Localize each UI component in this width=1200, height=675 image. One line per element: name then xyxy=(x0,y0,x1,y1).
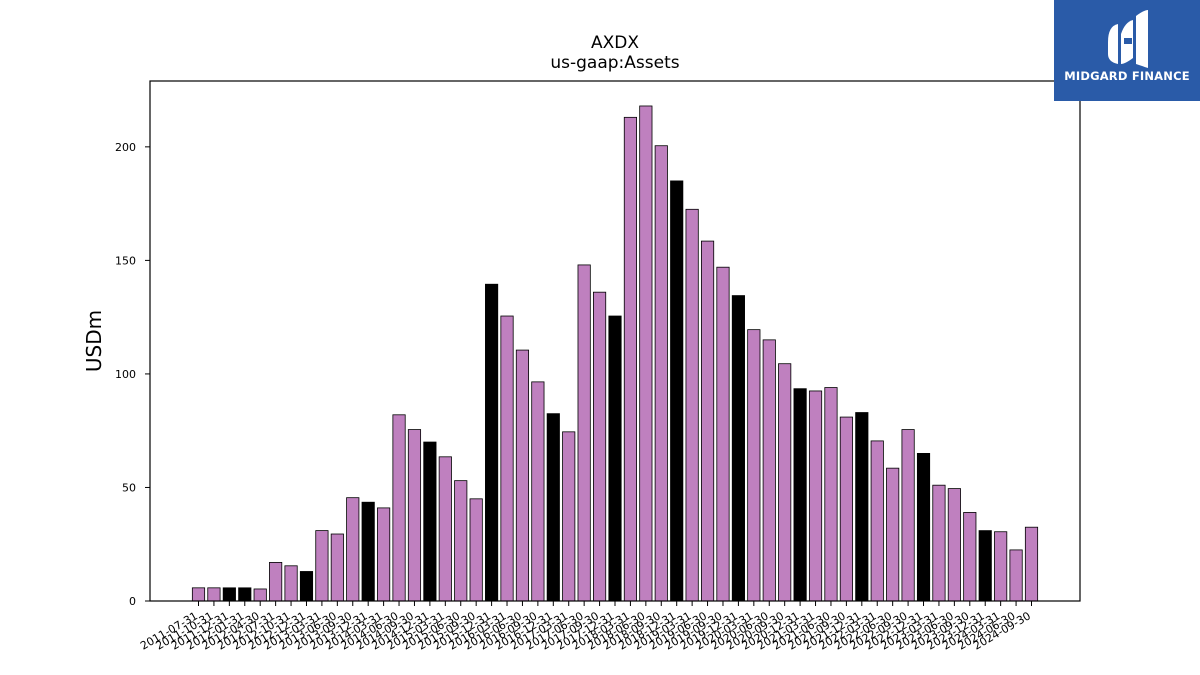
bar-2021-09-30 xyxy=(839,416,853,602)
bar-2023-03-31 xyxy=(932,484,946,602)
bar-2016-06-30 xyxy=(515,349,530,602)
bar-2024-03-31 xyxy=(994,531,1008,602)
bars-group xyxy=(191,105,1039,602)
bar-2015-06-30 xyxy=(454,480,468,602)
bar-2011-10-31 xyxy=(207,587,221,602)
y-tick-label: 100 xyxy=(115,368,136,381)
bar-2024-09-30 xyxy=(1024,526,1039,602)
bar-2019-06-30 xyxy=(700,240,715,602)
bar-2022-03-31 xyxy=(870,440,884,602)
bar-2018-09-30 xyxy=(654,145,668,602)
y-tick-label: 0 xyxy=(129,595,136,608)
bar-2022-12-31 xyxy=(916,452,931,602)
bar-2022-09-30 xyxy=(901,429,915,602)
bar-2013-03-31 xyxy=(315,530,329,602)
y-axis: 0 50 100 150 200 xyxy=(115,141,150,608)
bar-2023-06-30 xyxy=(947,488,961,602)
bar-2019-03-31 xyxy=(685,208,699,602)
bar-2011-07-31 xyxy=(191,587,206,602)
bar-2020-03-31 xyxy=(747,329,761,602)
bar-2021-03-31 xyxy=(808,390,823,602)
bar-2012-07-31 xyxy=(269,562,283,602)
bar-2013-09-30 xyxy=(346,497,360,602)
bar-2013-12-31 xyxy=(361,501,375,602)
bar-2014-09-30 xyxy=(407,429,422,602)
y-tick-label: 150 xyxy=(115,254,136,267)
logo-text: MIDGARD FINANCE xyxy=(1064,69,1190,83)
bar-2016-09-30 xyxy=(531,381,545,602)
bar-2019-12-31 xyxy=(731,295,745,602)
bar-2021-06-30 xyxy=(824,387,838,602)
bar-2014-03-31 xyxy=(377,507,391,602)
bar-2020-06-30 xyxy=(762,339,776,602)
bar-2018-12-31 xyxy=(670,180,684,602)
x-axis: 2011-07-312011-10-312011-12-312012-01-31… xyxy=(138,601,1033,653)
bar-2020-09-30 xyxy=(778,363,792,602)
bar-2023-12-31 xyxy=(978,530,992,602)
bar-2012-04-30 xyxy=(253,588,267,602)
bar-2019-09-30 xyxy=(716,266,730,602)
bar-2018-06-30 xyxy=(639,105,653,602)
bar-2017-06-30 xyxy=(577,264,591,602)
bar-2012-12-31 xyxy=(299,571,314,602)
bar-2016-03-31 xyxy=(500,315,514,602)
bar-2013-06-30 xyxy=(330,533,344,602)
bar-2018-03-31 xyxy=(623,116,638,602)
y-tick-label: 50 xyxy=(122,481,136,494)
bar-2015-12-31 xyxy=(485,283,499,602)
midgard-logo: MIDGARD FINANCE xyxy=(1054,0,1200,101)
bar-2011-12-31 xyxy=(222,587,236,602)
bar-2012-10-31 xyxy=(284,565,298,602)
chart-title: AXDX xyxy=(590,33,639,53)
bar-2014-06-30 xyxy=(392,414,406,602)
bar-2015-03-31 xyxy=(438,456,452,602)
bar-2017-12-31 xyxy=(608,315,622,602)
bar-2014-12-31 xyxy=(423,441,437,602)
bar-2016-12-31 xyxy=(546,413,560,602)
bar-2017-03-31 xyxy=(562,431,576,602)
chart-subtitle: us-gaap:Assets xyxy=(550,53,680,73)
midgard-logo-icon xyxy=(1108,10,1148,68)
bar-2015-09-30 xyxy=(469,498,483,602)
bar-2023-09-30 xyxy=(963,512,977,602)
bar-2021-12-31 xyxy=(855,412,869,602)
bar-2012-01-31 xyxy=(238,587,252,602)
bar-2017-09-30 xyxy=(593,291,607,602)
y-axis-label: USDm xyxy=(82,310,106,372)
bar-2024-06-30 xyxy=(1009,549,1023,602)
y-tick-label: 200 xyxy=(115,141,136,154)
bar-2022-06-30 xyxy=(886,467,900,602)
bar-2020-12-31 xyxy=(793,388,807,602)
